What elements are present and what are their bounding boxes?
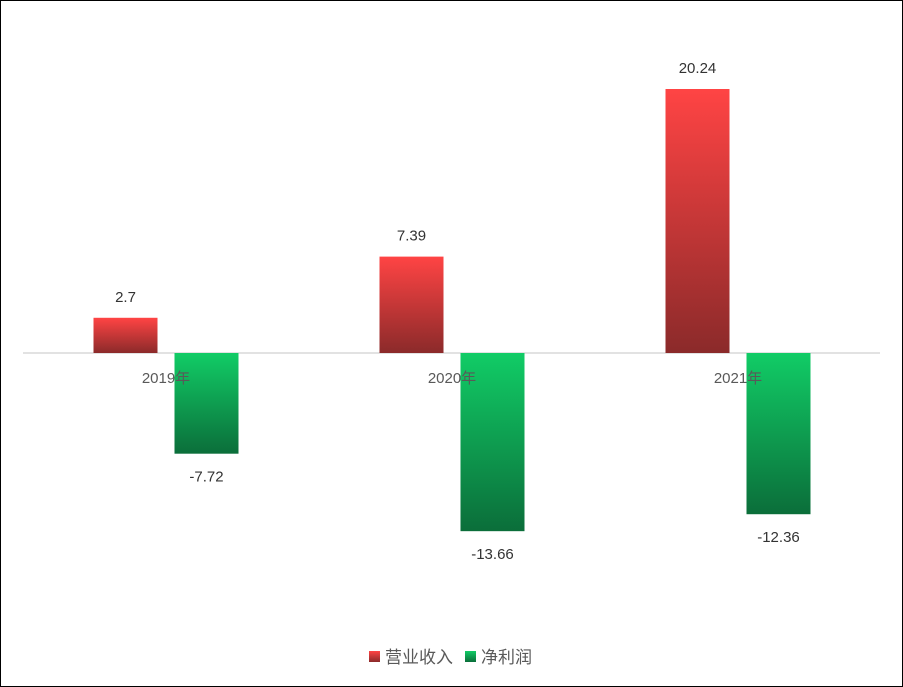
data-label: -7.72 [189, 469, 223, 486]
legend-swatch-net-profit [465, 651, 476, 662]
bar-net-profit-2019年 [174, 353, 239, 454]
bar-revenue-2020年 [379, 256, 444, 353]
data-label: 7.39 [397, 228, 426, 245]
bar-net-profit-2020年 [460, 353, 525, 532]
bar-net-profit-2021年 [746, 353, 811, 515]
bar-revenue-2021年 [665, 89, 730, 353]
legend: 营业收入 净利润 [369, 648, 532, 668]
x-tick-label: 2020年 [428, 370, 476, 387]
legend-label-net-profit: 净利润 [481, 648, 532, 668]
data-label: 2.7 [115, 289, 136, 306]
data-label: -13.66 [471, 546, 514, 563]
legend-swatch-revenue [369, 651, 380, 662]
x-tick-label: 2019年 [142, 370, 190, 387]
bars-layer [93, 89, 811, 532]
x-tick-label: 2021年 [714, 370, 762, 387]
data-label: -12.36 [757, 529, 800, 546]
labels-layer: 2.7 -7.72 2019年 7.39 -13.66 2020年 20.24 -12.36 2… [115, 60, 800, 563]
legend-label-revenue: 营业收入 [385, 648, 453, 668]
data-label: 20.24 [679, 60, 717, 77]
bar-revenue-2019年 [93, 317, 158, 353]
